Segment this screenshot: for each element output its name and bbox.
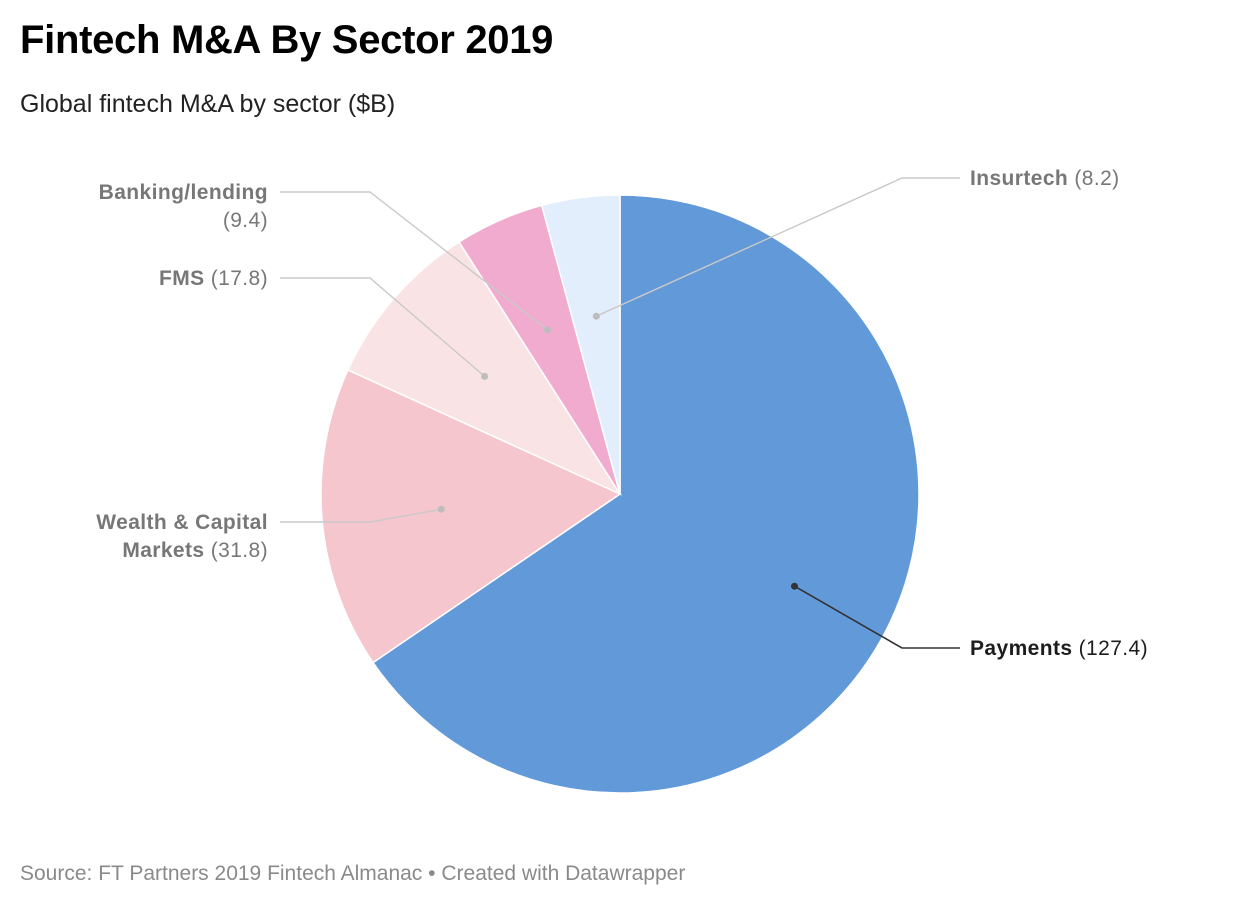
credit-link[interactable]: Created with Datawrapper: [441, 862, 686, 885]
leader-line-fms: [280, 277, 486, 377]
leader-dot-wealth-capital: [437, 505, 445, 513]
pie-slice-wealth-capital: [320, 368, 622, 664]
leader-lines: [280, 177, 960, 649]
slice-label-fms: FMS (17.8): [159, 267, 268, 290]
chart-footer: Source: FT Partners 2019 Fintech Almanac…: [20, 862, 685, 886]
leader-dot-insurtech: [592, 312, 600, 320]
slice-label-wealth-capital: Wealth & Capital Markets (31.8): [96, 511, 268, 562]
leader-line-payments: [794, 585, 960, 649]
chart-subtitle: Global fintech M&A by sector ($B): [20, 90, 396, 118]
pie-chart: Payments (127.4) Wealth & Capital Markets …: [96, 167, 1148, 794]
slice-label-payments: Payments (127.4): [970, 637, 1148, 660]
slice-label-banking-lending: Banking/lending (9.4): [99, 181, 268, 232]
source-note: Source: FT Partners 2019 Fintech Almanac: [20, 862, 423, 885]
slice-label-insurtech: Insurtech (8.2): [970, 167, 1120, 190]
slice-labels: Payments (127.4) Wealth & Capital Markets …: [96, 167, 1148, 660]
leader-dot-banking-lending: [543, 326, 551, 334]
pie-slice-payments: [372, 194, 920, 794]
footer-separator: •: [428, 862, 436, 885]
pie-slice-insurtech: [540, 194, 621, 495]
leader-line-insurtech: [596, 177, 960, 317]
leader-line-banking-lending: [280, 191, 548, 331]
leader-line-wealth-capital: [280, 508, 442, 523]
leader-dot-fms: [481, 372, 489, 380]
pie-slices: [320, 194, 920, 794]
chart-title: Fintech M&A By Sector 2019: [20, 18, 554, 62]
leader-dot-payments: [791, 582, 798, 590]
